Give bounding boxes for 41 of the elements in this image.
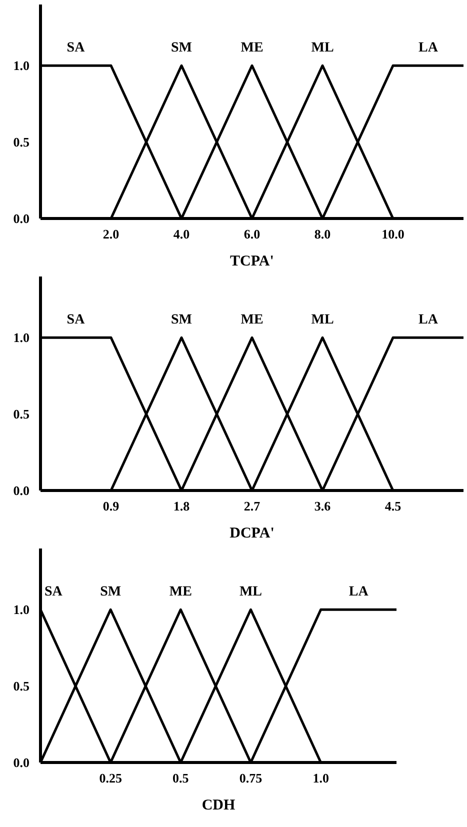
x-tick-label: 8.0 [314, 226, 331, 242]
series-label: ML [239, 584, 262, 600]
x-tick-label: 4.0 [173, 226, 190, 242]
y-tick-label: 0.5 [13, 678, 30, 694]
series-label: SA [66, 40, 86, 56]
x-axis-title: DCPA' [230, 526, 274, 542]
x-tick-label: 0.25 [99, 770, 122, 786]
x-tick-label: 0.75 [239, 770, 263, 786]
y-tick-label: 1.0 [13, 330, 30, 346]
series-label: SA [44, 584, 64, 600]
x-axis-title: CDH [202, 798, 236, 814]
series-label: SM [171, 312, 192, 328]
y-tick-label: 0.5 [13, 406, 30, 422]
series-label: SM [100, 584, 122, 600]
x-tick-label: 3.6 [314, 498, 332, 514]
series-label: ML [311, 312, 334, 328]
series-label: ME [169, 584, 192, 600]
x-tick-label: 2.7 [244, 498, 261, 514]
x-tick-label: 0.5 [172, 770, 190, 786]
y-tick-label: 0.0 [13, 755, 30, 770]
x-axis-title: TCPA' [230, 254, 274, 270]
series-label: LA [348, 584, 370, 600]
y-tick-label: 1.0 [13, 602, 30, 618]
series-label: SA [66, 312, 86, 328]
x-tick-label: 10.0 [382, 226, 404, 242]
series-label: LA [418, 312, 439, 328]
x-tick-label: 1.0 [312, 770, 329, 786]
x-tick-label: 1.8 [173, 498, 190, 514]
series-label: ML [311, 40, 334, 56]
x-tick-label: 0.9 [102, 498, 120, 514]
y-tick-label: 0.0 [13, 483, 30, 498]
y-tick-label: 0.0 [13, 211, 30, 226]
series-label: ME [240, 40, 264, 56]
series-label: SM [171, 40, 192, 56]
x-tick-label: 4.5 [384, 498, 402, 514]
y-tick-label: 1.0 [13, 58, 30, 74]
x-tick-label: 6.0 [244, 226, 260, 242]
y-tick-label: 0.5 [13, 134, 30, 150]
series-label: LA [418, 40, 439, 56]
x-tick-label: 2.0 [102, 226, 120, 242]
series-label: ME [240, 312, 264, 328]
